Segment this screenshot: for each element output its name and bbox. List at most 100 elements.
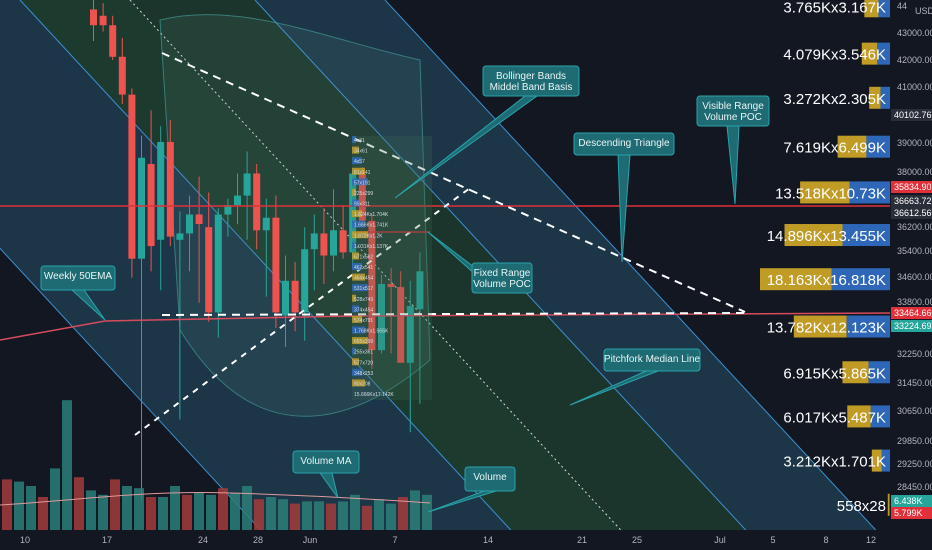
fixed-range-label-14: 531x517	[354, 286, 373, 292]
fixed-range-label-6: 95x311	[354, 202, 370, 208]
callout-bollinger-text-1: Middel Band Basis	[490, 82, 573, 93]
callout-fixed-range-poc-text-1: Volume POC	[473, 279, 531, 290]
callout-visible-range-poc-text-1: Volume POC	[704, 112, 762, 123]
candle-body-10	[186, 214, 193, 234]
price-tick-17: 28450.00	[897, 482, 932, 492]
candle-body-4	[128, 94, 136, 259]
time-tick-12: 12	[866, 535, 876, 545]
price-tick-5: 39000.00	[897, 138, 932, 148]
fixed-range-label-18: 1.768Kx1.565K	[354, 329, 389, 335]
vp-label-11: 558x28	[837, 498, 886, 515]
volume-bar-18	[218, 488, 228, 530]
volume-bar-35	[422, 494, 432, 530]
callout-pitchfork-text-0: Pitchfork Median Line	[604, 354, 701, 365]
price-axis-bg	[890, 0, 932, 550]
volume-bar-32	[386, 503, 396, 530]
fixed-range-label-8: 1.666Kx1.741K	[354, 223, 389, 229]
vp-label-8: 6.915Kx5.865K	[783, 365, 886, 382]
time-tick-1: 17	[102, 535, 112, 545]
vp-bar-down-9	[870, 405, 890, 428]
fixed-range-bar-7	[352, 210, 362, 218]
time-tick-5: 7	[392, 535, 397, 545]
volume-bar-6	[74, 477, 84, 530]
fixed-range-bar-14	[352, 284, 368, 292]
vp-bar-up-10	[871, 449, 882, 472]
candle-body-22	[301, 249, 309, 313]
vp-bar-down-7	[846, 315, 890, 338]
volume-bar-3	[38, 497, 48, 530]
volume-bar-4	[50, 468, 60, 530]
price-tick-14: 30650.00	[897, 406, 932, 416]
vp-bar-up-1	[861, 42, 878, 65]
callout-bollinger-text-0: Bollinger Bands	[496, 71, 566, 82]
candle-body-14	[224, 205, 232, 215]
fixed-range-bar-17	[352, 315, 362, 323]
price-badge-bg-3	[891, 207, 932, 219]
time-tick-9: Jul	[714, 535, 726, 545]
candle-body-19	[272, 217, 280, 313]
candle-body-17	[253, 173, 261, 231]
vp-bar-up-7	[793, 315, 847, 338]
fixed-range-bar-10	[352, 241, 356, 249]
callout-volume-ma-text-0: Volume MA	[300, 456, 351, 467]
callout-descending-triangle-pointer	[617, 154, 631, 263]
price-badge-bg-1	[891, 181, 932, 193]
price-badge-7: 5.799K	[894, 508, 923, 518]
fixed-range-bar-16	[352, 305, 359, 313]
vp-bar-down-6	[831, 268, 890, 291]
callout-visible-range-poc-box	[696, 95, 770, 127]
volume-bar-16	[194, 492, 204, 530]
vp-bar-down-10	[881, 449, 890, 472]
price-tick-15: 29850.00	[897, 436, 932, 446]
fixed-range-label-24: 15.666Kx17.142K	[354, 392, 394, 398]
candle-body-8	[166, 141, 174, 237]
candle-body-26	[339, 230, 347, 253]
fixed-range-bar-3	[352, 167, 365, 175]
candle-body-0	[90, 9, 97, 26]
price-badge-bg-4	[891, 307, 932, 319]
candle-body-23	[310, 233, 318, 250]
currency-label: USD	[915, 6, 932, 16]
pitchfork-line-3	[384, 0, 877, 530]
candle-body-13	[214, 214, 222, 313]
volume-bar-14	[170, 486, 180, 530]
volume-bar-28	[338, 501, 348, 530]
candle-body-5	[138, 157, 145, 259]
candle-body-1	[99, 15, 107, 26]
candle-body-9	[176, 233, 184, 240]
volume-bar-24	[290, 503, 300, 530]
candle-body-15	[234, 195, 241, 206]
fixed-range-bar-2	[352, 157, 362, 165]
fixed-range-bar-6	[352, 199, 359, 207]
vp-bar-down-2	[880, 86, 890, 109]
price-badge-bg-0	[891, 109, 932, 121]
price-badge-0: 40102.76	[894, 110, 932, 120]
time-tick-4: Jun	[303, 535, 318, 545]
pitchfork-line-0	[0, 247, 262, 530]
vp-bar-down-11	[888, 493, 890, 516]
volume-bar-11	[134, 488, 144, 530]
callout-volume-box	[464, 466, 516, 492]
volume-bar-7	[86, 490, 96, 530]
callout-bollinger-box	[482, 65, 580, 97]
price-tick-13: 31450.00	[897, 378, 932, 388]
callout-weekly-50ema: Weekly 50EMA	[40, 265, 116, 321]
fixed-range-bar-19	[352, 337, 368, 345]
pitchfork-band-inner-right	[130, 0, 746, 530]
price-tick-8: 36200.00	[897, 222, 932, 232]
time-tick-0: 10	[20, 535, 30, 545]
fixed-range-bar-12	[352, 263, 362, 270]
vp-bar-up-4	[800, 181, 850, 204]
price-badge-4: 33464.66	[894, 308, 932, 318]
vp-label-5: 14.896Kx13.455K	[767, 228, 886, 245]
price-tick-9: 35400.00	[897, 246, 932, 256]
vp-bar-down-4	[849, 181, 890, 204]
price-badge-bg-6	[891, 495, 932, 507]
vp-label-0: 3.765Kx3.167K	[783, 0, 886, 16]
price-badge-6: 6.438K	[894, 496, 923, 506]
vp-label-3: 7.619Kx6.499K	[783, 140, 886, 157]
fixed-range-bar-4	[352, 178, 368, 186]
callout-descending-triangle-box	[573, 132, 675, 156]
vp-label-9: 6.017Kx5.487K	[783, 409, 886, 426]
